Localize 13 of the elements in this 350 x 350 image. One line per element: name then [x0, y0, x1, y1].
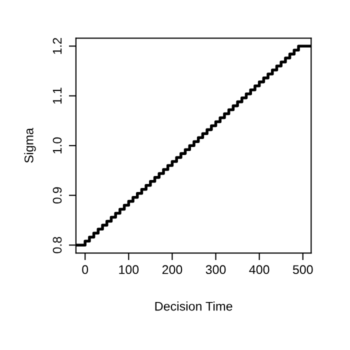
y-tick-label: 1.0: [52, 137, 62, 154]
y-tick-label: 0.8: [52, 236, 62, 254]
y-tick-label: 1.2: [52, 38, 62, 54]
y-tick-label: 1.1: [52, 88, 62, 104]
x-tick-label: 100: [119, 265, 139, 274]
y-tick-label: 0.9: [52, 187, 62, 204]
x-tick-label: 300: [206, 265, 226, 274]
y-axis-title: Sigma: [24, 128, 36, 163]
x-tick-label: 500: [292, 265, 313, 274]
x-tick-label: 0: [82, 265, 88, 274]
x-tick-label: 400: [249, 265, 270, 274]
x-axis-title: Decision Time: [155, 302, 232, 311]
x-tick-label: 200: [162, 265, 182, 274]
